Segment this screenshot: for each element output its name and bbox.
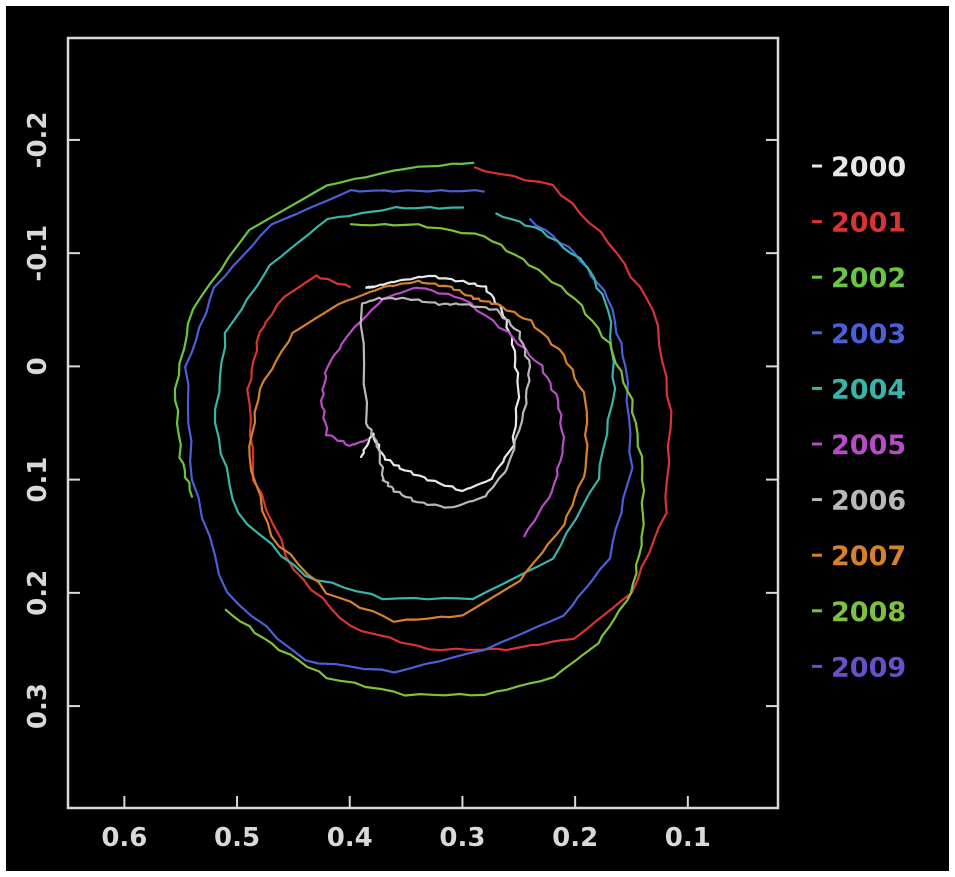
series-layer [173,161,673,697]
legend-label: 2004 [831,374,906,405]
legend-item-2004: 2004 [812,374,906,405]
plot-frame [66,36,780,810]
series-line-2007 [248,279,589,623]
x-tick-label: 0.3 [439,823,485,853]
y-tick-label: 0.2 [23,570,53,616]
series-line-2008 [224,223,646,697]
legend-item-2009: 2009 [812,652,906,683]
legend-item-2008: 2008 [812,597,906,628]
series-line-2004 [213,206,617,601]
x-tick-label: 0.4 [327,823,373,853]
legend-item-2000: 2000 [812,152,906,183]
series-line-2001 [246,166,673,652]
legend-item-2002: 2002 [812,263,906,294]
legend-label: 2008 [831,597,906,628]
legend-label: 2006 [831,486,906,517]
y-axis: -0.2 -0.1 0 0.1 0.2 0.3 [23,111,778,729]
legend-label: 2001 [831,208,906,239]
legend-item-2005: 2005 [812,430,906,461]
y-tick-label: 0 [23,357,53,375]
x-tick-label: 0.5 [214,823,260,853]
series-line-2000 [359,274,521,493]
x-tick-label: 0.1 [665,823,711,853]
legend-item-2006: 2006 [812,486,906,517]
x-tick-label: 0.2 [552,823,598,853]
series-line-2002 [173,161,475,498]
legend-label: 2000 [831,152,906,183]
x-axis: 0.6 0.5 0.4 0.3 0.2 0.1 [101,796,711,853]
series-line-2006 [359,296,532,509]
x-tick-label: 0.6 [101,823,147,853]
legend-label: 2002 [831,263,906,294]
chart-svg: 0.6 0.5 0.4 0.3 0.2 0.1 -0.2 -0.1 0 0.1 0.2 0.3 20… [23,36,906,853]
legend-item-2001: 2001 [812,208,906,239]
legend-label: 2005 [831,430,906,461]
series-line-2003 [184,189,634,674]
series-line-2005 [320,286,566,538]
y-tick-label: 0.1 [23,457,53,503]
legend-item-2007: 2007 [812,541,906,572]
y-tick-label: -0.1 [23,225,53,282]
legend: 2000 2001 2002 2003 2004 2005 2006 2007 2008 2009 [812,152,906,683]
y-tick-label: -0.2 [23,111,53,168]
legend-label: 2003 [831,319,906,350]
legend-label: 2009 [831,652,906,683]
legend-label: 2007 [831,541,906,572]
y-tick-label: 0.3 [23,683,53,729]
legend-item-2003: 2003 [812,319,906,350]
chart-figure: 0.6 0.5 0.4 0.3 0.2 0.1 -0.2 -0.1 0 0.1 0.2 0.3 20… [6,6,949,871]
